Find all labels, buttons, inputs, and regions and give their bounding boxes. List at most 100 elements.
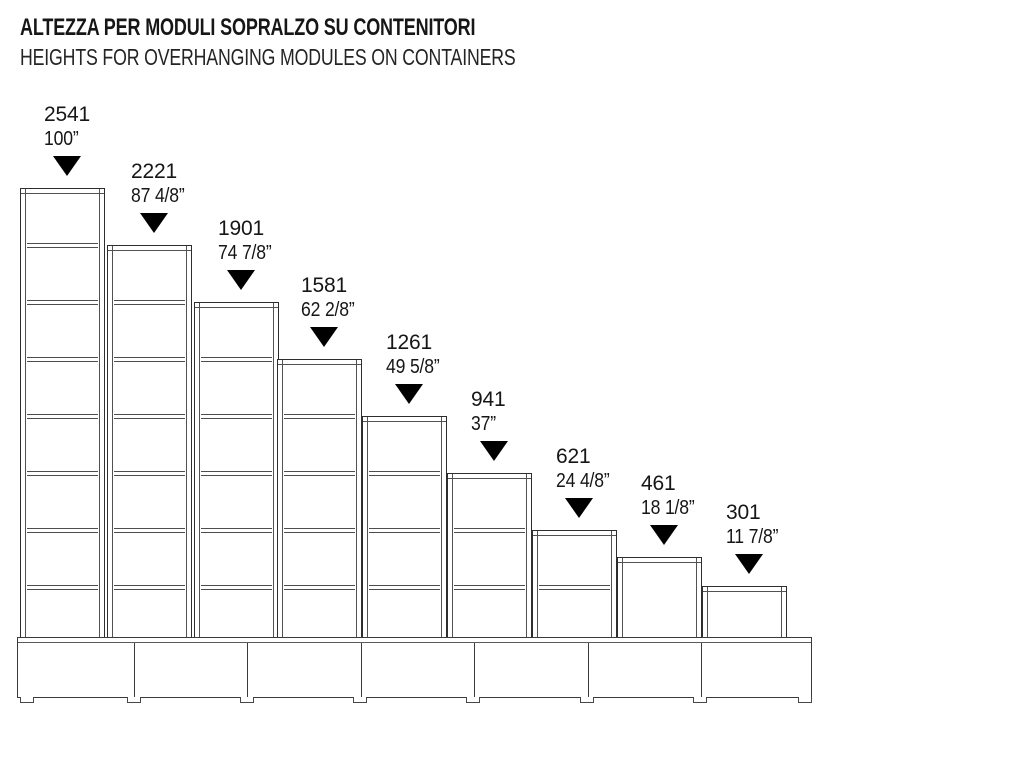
base-divider-line: [134, 643, 135, 697]
height-mm-value: 1581: [301, 274, 347, 297]
height-mm-value: 461: [641, 472, 676, 495]
top-panel-inner-line: [108, 250, 191, 251]
top-panel-inner-line: [363, 421, 446, 422]
shelf-module-7: [532, 530, 617, 637]
height-inch-value: 74 7/8”: [218, 242, 272, 264]
shelf-line: [27, 414, 98, 420]
shelf-line: [539, 585, 610, 591]
height-inch-value: 62 2/8”: [301, 299, 355, 321]
height-inch-value: 11 7/8”: [726, 526, 779, 548]
left-rail-inner-line: [367, 417, 368, 637]
shelf-line: [284, 585, 355, 591]
right-rail-inner-line: [526, 474, 527, 637]
left-rail-inner-line: [452, 474, 453, 637]
height-label-6: 941 37”: [471, 387, 506, 437]
top-panel-inner-line: [703, 591, 786, 592]
base-top-inner-line: [18, 641, 811, 643]
right-rail-inner-line: [186, 246, 187, 637]
shelf-module-1: [20, 188, 105, 637]
shelf-line: [114, 585, 185, 591]
height-mm-value: 301: [726, 501, 761, 524]
left-rail-inner-line: [707, 587, 708, 637]
shelf-line: [369, 471, 440, 477]
base-divider-line: [701, 643, 702, 697]
base-foot: [353, 697, 367, 703]
base-divider-line: [474, 643, 475, 697]
top-panel-inner-line: [618, 562, 701, 563]
right-rail-inner-line: [441, 417, 442, 637]
shelf-line: [114, 528, 185, 534]
down-triangle-icon: [140, 213, 168, 233]
left-rail-inner-line: [112, 246, 113, 637]
height-inch-value: 37”: [471, 413, 496, 435]
shelf-line: [284, 471, 355, 477]
top-panel-inner-line: [448, 478, 531, 479]
shelf-line: [454, 528, 525, 534]
height-label-3: 1901 74 7/8”: [218, 216, 279, 266]
shelf-module-4: [277, 359, 362, 637]
height-label-8: 461 18 1/8”: [641, 471, 702, 521]
left-rail-inner-line: [25, 189, 26, 637]
right-rail-inner-line: [781, 587, 782, 637]
height-label-5: 1261 49 5/8”: [386, 330, 447, 380]
shelf-line: [114, 357, 185, 363]
right-rail-inner-line: [696, 558, 697, 637]
down-triangle-icon: [480, 441, 508, 461]
base-foot: [466, 697, 480, 703]
height-inch-value: 87 4/8”: [131, 185, 185, 207]
height-label-9: 301 11 7/8”: [726, 500, 785, 550]
height-inch-value: 18 1/8”: [641, 497, 695, 519]
shelf-line: [27, 243, 98, 249]
down-triangle-icon: [565, 498, 593, 518]
shelf-line: [27, 357, 98, 363]
right-rail-inner-line: [99, 189, 100, 637]
base-foot: [798, 697, 812, 703]
title-english: HEIGHTS FOR OVERHANGING MODULES ON CONTA…: [20, 44, 516, 70]
shelf-module-3: [194, 302, 279, 637]
base-divider-line: [361, 643, 362, 697]
shelf-line: [201, 585, 272, 591]
shelf-line: [454, 585, 525, 591]
height-inch-value: 24 4/8”: [556, 470, 610, 492]
base-foot: [693, 697, 707, 703]
shelf-line: [27, 585, 98, 591]
top-panel-inner-line: [533, 535, 616, 536]
down-triangle-icon: [310, 327, 338, 347]
shelf-line: [201, 528, 272, 534]
shelf-line: [27, 471, 98, 477]
base-foot: [20, 697, 34, 703]
shelf-module-6: [447, 473, 532, 637]
base-divider-line: [588, 643, 589, 697]
shelf-line: [369, 585, 440, 591]
height-inch-value: 49 5/8”: [386, 356, 440, 378]
base-container-row: [17, 637, 812, 698]
height-mm-value: 621: [556, 445, 591, 468]
down-triangle-icon: [735, 554, 763, 574]
shelf-module-9: [702, 586, 787, 637]
top-panel-inner-line: [21, 193, 104, 194]
height-label-2: 2221 87 4/8”: [131, 159, 192, 209]
left-rail-inner-line: [622, 558, 623, 637]
height-label-4: 1581 62 2/8”: [301, 273, 362, 323]
left-rail-inner-line: [199, 303, 200, 637]
shelf-line: [27, 528, 98, 534]
height-label-1: 2541 100”: [44, 102, 90, 152]
height-mm-value: 1901: [218, 217, 264, 240]
left-rail-inner-line: [282, 360, 283, 637]
shelf-line: [284, 528, 355, 534]
left-rail-inner-line: [537, 531, 538, 637]
shelf-line: [27, 300, 98, 306]
base-foot: [240, 697, 254, 703]
shelf-line: [114, 414, 185, 420]
shelf-module-5: [362, 416, 447, 637]
shelf-line: [114, 471, 185, 477]
shelf-line: [201, 357, 272, 363]
height-mm-value: 2221: [131, 160, 177, 183]
height-mm-value: 941: [471, 388, 506, 411]
top-panel-inner-line: [278, 364, 361, 365]
right-rail-inner-line: [273, 303, 274, 637]
height-inch-value: 100”: [44, 128, 79, 150]
shelf-module-8: [617, 557, 702, 637]
down-triangle-icon: [227, 270, 255, 290]
